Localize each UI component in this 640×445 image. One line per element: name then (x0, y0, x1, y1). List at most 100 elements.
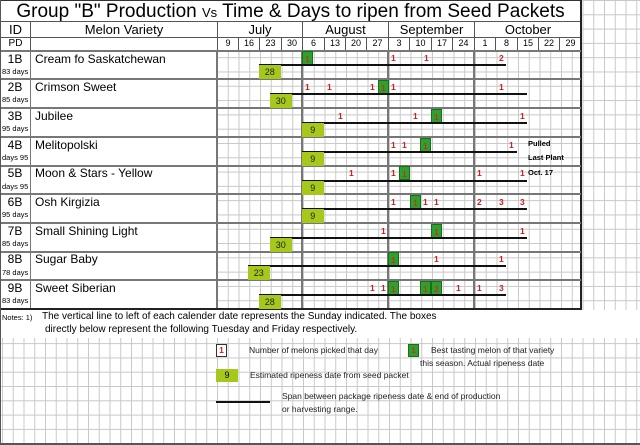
week-date: 23 (259, 37, 282, 51)
row-variety-name: Cream fo Saskatchewan (35, 52, 166, 66)
row-separator (0, 107, 581, 109)
picked-count: 1 (499, 254, 504, 264)
estimated-ripeness-box: 9 (302, 209, 324, 223)
picked-count: 3 (499, 197, 504, 207)
row-days: 95 days (2, 210, 29, 219)
row-days: days 95 (2, 153, 29, 162)
production-span-line (259, 64, 506, 66)
picked-count: 1 (391, 53, 396, 63)
left-columns-bg (0, 50, 217, 310)
picked-count: 2 (499, 53, 504, 63)
variety-col-divider (216, 50, 218, 310)
id-col-divider (30, 50, 31, 310)
row-days: 85 days (2, 95, 29, 104)
production-span-line (270, 237, 527, 239)
legend-span-label-1: Span between package ripeness date & end… (282, 391, 501, 401)
production-span-line (302, 151, 517, 153)
row-separator (0, 78, 581, 80)
row-separator (0, 251, 581, 253)
production-span-line (302, 122, 527, 124)
pd-header: PD (0, 37, 31, 51)
notes-bg (0, 310, 640, 338)
best-melon-marker: 1 (420, 138, 431, 152)
week-date: 16 (238, 37, 260, 51)
legend-estimate-label: Estimated ripeness date from seed packet (250, 370, 409, 380)
row-id: 2B (7, 80, 23, 94)
month-august: August (302, 21, 389, 38)
table-right-border (580, 0, 582, 310)
row-note: Oct. 17 (528, 168, 554, 177)
best-melon-marker: 1 (431, 109, 442, 123)
row-days: 85 days (2, 239, 29, 248)
production-span-line (270, 93, 527, 95)
row-separator (0, 222, 581, 224)
row-id: 5B (7, 166, 23, 180)
month-october: October (474, 21, 582, 38)
legend-span-line-sample (216, 401, 270, 403)
notes-prefix: Notes: 1) (2, 313, 33, 322)
row-days: days 95 (2, 182, 29, 191)
picked-count: 1 (499, 82, 504, 92)
row-variety-name: Crimson Sweet (35, 80, 117, 94)
best-melon-marker: 1 (388, 252, 399, 266)
row-separator (0, 50, 581, 52)
week-date: 1 (474, 37, 496, 51)
picked-count: 1 (434, 254, 439, 264)
week-date: 24 (452, 37, 475, 51)
week-date: 10 (409, 37, 432, 51)
picked-count: 3 (520, 197, 525, 207)
week-date: 27 (366, 37, 389, 51)
best-melon-marker: 1 (388, 281, 399, 295)
left-border (0, 0, 1, 445)
variety-header: Melon Variety (30, 21, 218, 38)
row-variety-name: Small Shining Light (35, 224, 138, 238)
week-date: 17 (431, 37, 453, 51)
estimated-ripeness-box: 23 (248, 266, 270, 280)
production-span-line (259, 294, 506, 296)
picked-count: 1 (520, 168, 525, 178)
chart-title: Group "B" Production Vs Time & Days to r… (0, 0, 581, 22)
row-days: 78 days (2, 268, 29, 277)
month-september: September (388, 21, 475, 38)
row-separator (0, 193, 581, 195)
row-id: 1B (7, 52, 23, 66)
picked-count: 2 (477, 197, 482, 207)
row-variety-name: Osh Kirgizia (35, 195, 100, 209)
row-id: 7B (7, 224, 23, 238)
row-days: 95 days (2, 124, 29, 133)
estimated-ripeness-box: 28 (259, 295, 281, 309)
row-variety-name: Jubilee (35, 109, 74, 123)
variety-header-blank (30, 37, 218, 51)
picked-count: 1 (477, 168, 482, 178)
picked-count: 1 (520, 226, 525, 236)
row-id: 8B (7, 252, 23, 266)
estimated-ripeness-box: 9 (302, 181, 324, 195)
picked-count: 1 (391, 197, 396, 207)
legend-estimate-swatch: 9 (216, 369, 238, 382)
row-separator (0, 279, 581, 281)
notes-line-2: directly below represent the following T… (45, 324, 358, 335)
week-date: 22 (538, 37, 560, 51)
row-variety-name: Melitopolski (35, 138, 98, 152)
legend-best-label-2: this season. Actual ripeness date (420, 358, 545, 368)
row-variety-name: Sugar Baby (35, 252, 98, 266)
picked-count: 1 (391, 82, 396, 92)
best-melon-marker: 1 (420, 281, 431, 295)
row-separator (0, 136, 581, 138)
best-melon-marker: 1 (399, 166, 410, 180)
week-date: 9 (217, 37, 239, 51)
legend-span-label-2: or harvesting range. (282, 404, 358, 414)
production-span-line (248, 265, 506, 267)
week-date: 20 (345, 37, 367, 51)
picked-count: 1 (327, 82, 332, 92)
estimated-ripeness-box: 28 (259, 65, 281, 79)
picked-count: 1 (509, 140, 514, 150)
row-id: 9B (7, 281, 23, 295)
picked-count: 1 (370, 82, 375, 92)
picked-count: 1 (381, 226, 386, 236)
picked-count: 1 (391, 168, 396, 178)
notes-line-1: The vertical line to left of each calend… (42, 311, 437, 322)
row-separator (0, 165, 581, 167)
picked-count: 1 (349, 168, 354, 178)
legend-picked-label: Number of melons picked that day (249, 345, 378, 355)
